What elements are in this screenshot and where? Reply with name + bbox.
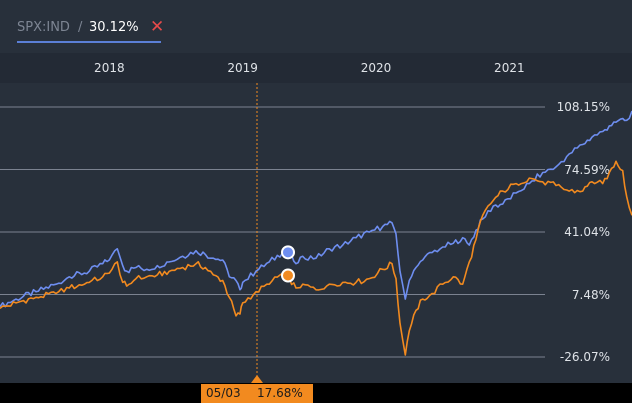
legend-symbol[interactable]: SPX:IND [17, 20, 70, 35]
x-tick-label: 2020 [360, 61, 392, 75]
comparison-crosshair-marker [281, 268, 295, 283]
crosshair-date: 05/03 [206, 386, 241, 400]
time-axis-bar [0, 53, 632, 83]
legend-underline [17, 41, 161, 43]
y-tick-label: 74.59% [564, 162, 610, 177]
legend-value: 30.12% [89, 20, 139, 35]
crosshair-tooltip: 05/03 17.68% [201, 384, 313, 403]
y-tick-label: 7.48% [571, 287, 610, 302]
x-tick-label: 2018 [94, 61, 125, 75]
y-tick-label: -26.07% [559, 350, 610, 364]
legend-separator: / [78, 20, 83, 35]
legend: SPX:IND / 30.12% ✕ [17, 17, 165, 44]
close-icon[interactable]: ✕ [150, 17, 165, 37]
y-tick-label: 108.15% [556, 100, 610, 114]
date-axis-bar [0, 383, 632, 403]
crosshair-value: 17.68% [257, 386, 303, 400]
x-tick-label: 2021 [494, 61, 525, 75]
x-tick-label: 2019 [227, 61, 258, 75]
crosshair-pointer [251, 375, 263, 383]
comparison-series-line [0, 160, 632, 356]
spx-crosshair-marker [281, 245, 295, 260]
y-tick-label: 41.04% [564, 225, 610, 239]
spx-series-line [0, 110, 632, 308]
